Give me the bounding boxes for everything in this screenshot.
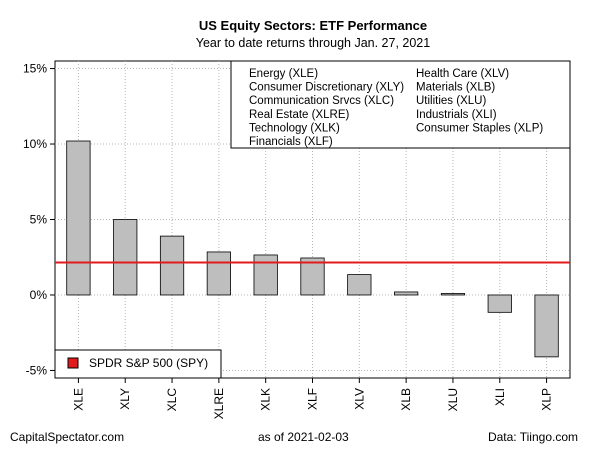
bar-xlv — [347, 274, 372, 296]
legend-entry: Materials (XLB) — [416, 82, 495, 94]
bars — [66, 140, 559, 358]
bar-xlb — [394, 291, 419, 296]
legend-entry: Industrials (XLI) — [416, 109, 497, 121]
y-axis: -5% 0% 5% 10% 15% — [23, 62, 55, 377]
top-legend: Energy (XLE) Consumer Discretionary (XLY)… — [230, 60, 571, 149]
bar-xli — [487, 294, 512, 313]
footer-date: as of 2021-02-03 — [258, 430, 349, 444]
x-tick-label: XLK — [259, 388, 273, 411]
legend-entry: Communication Srvcs (XLC) — [249, 95, 394, 107]
spy-legend: SPDR S&P 500 (SPY) — [54, 349, 222, 379]
legend-entry: Consumer Staples (XLP) — [416, 122, 543, 134]
x-tick-label: XLV — [352, 388, 366, 410]
bar-xly — [113, 219, 138, 296]
x-tick-label: XLP — [540, 388, 554, 411]
x-axis: XLE XLY XLC XLRE XLK XLF XLV XLB XLU XLI XLP — [71, 378, 554, 419]
legend-entry: Health Care (XLV) — [416, 68, 509, 80]
bar-xle — [66, 140, 91, 296]
y-tick-label: 5% — [30, 213, 48, 227]
chart-subtitle: Year to date returns through Jan. 27, 20… — [196, 36, 430, 50]
y-tick-label: 10% — [23, 137, 47, 151]
top-legend-box — [230, 60, 571, 149]
legend-entry: Real Estate (XLRE) — [249, 109, 350, 121]
footer-source: CapitalSpectator.com — [10, 430, 125, 444]
x-tick-label: XLC — [165, 388, 179, 412]
spy-legend-box — [54, 349, 222, 379]
x-tick-label: XLF — [306, 388, 320, 410]
legend-entry: Financials (XLF) — [249, 136, 333, 148]
y-tick-label: 0% — [30, 288, 48, 302]
spy-legend-swatch — [67, 357, 79, 369]
bar-xlp — [534, 294, 559, 358]
bar-xlre — [206, 251, 231, 296]
x-tick-label: XLI — [493, 388, 507, 406]
legend-entry: Consumer Discretionary (XLY) — [249, 82, 404, 94]
bar-xlu — [440, 293, 466, 296]
y-tick-label: 15% — [23, 62, 47, 76]
x-tick-label: XLRE — [212, 388, 226, 419]
x-tick-label: XLB — [399, 388, 413, 411]
bar-xlk — [253, 254, 278, 296]
x-tick-label: XLY — [118, 388, 132, 410]
bar-xlf — [300, 257, 325, 296]
legend-entry: Technology (XLK) — [249, 122, 340, 134]
y-tick-label: -5% — [26, 363, 48, 377]
footer-data-credit: Data: Tiingo.com — [487, 430, 578, 444]
chart-title: US Equity Sectors: ETF Performance — [199, 18, 427, 33]
x-tick-label: XLE — [71, 388, 85, 411]
bar-xlc — [159, 235, 185, 296]
legend-entry: Energy (XLE) — [249, 68, 318, 80]
legend-entry: Utilities (XLU) — [416, 95, 486, 107]
x-tick-label: XLU — [446, 388, 460, 411]
spy-legend-label: SPDR S&P 500 (SPY) — [89, 356, 208, 370]
